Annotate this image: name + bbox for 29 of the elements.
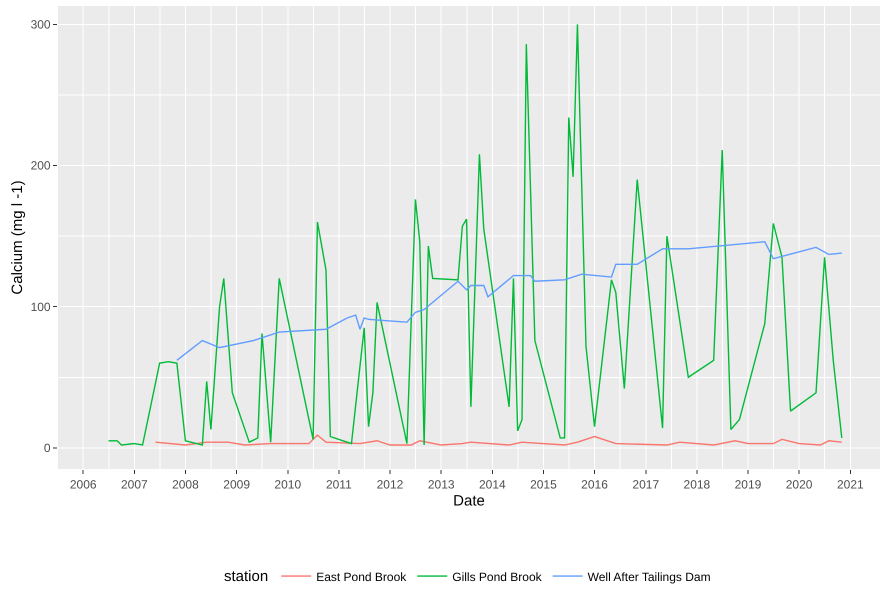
x-tick-label: 2007 — [120, 477, 148, 492]
x-tick-label: 2012 — [376, 477, 404, 492]
y-tick-label: 100 — [30, 300, 51, 314]
x-tick-label: 2020 — [786, 477, 813, 492]
x-tick-label: 2019 — [734, 477, 762, 492]
line-series — [176, 241, 842, 362]
x-tick-label: 2016 — [581, 477, 608, 492]
y-axis-title: Calcium (mg l -1) — [8, 180, 26, 295]
x-tick-label: 2006 — [70, 477, 97, 492]
x-tick-label: 2021 — [836, 477, 864, 492]
x-tick-label: 2015 — [530, 477, 558, 492]
legend-label: East Pond Brook — [316, 570, 408, 584]
line-series — [108, 24, 842, 446]
y-tick-label: 0 — [44, 441, 51, 456]
x-tick-label: 2008 — [172, 477, 200, 492]
y-tick-label: 300 — [30, 18, 51, 32]
x-tick-label: 2010 — [274, 477, 302, 492]
legend-label: Well After Tailings Dam — [588, 570, 711, 584]
legend-title: station — [224, 568, 268, 586]
x-tick-label: 2014 — [478, 477, 506, 492]
line-series — [154, 434, 842, 446]
x-tick-label: 2011 — [326, 477, 352, 492]
x-axis-title: Date — [453, 492, 485, 510]
x-tick-label: 2013 — [428, 477, 455, 492]
x-tick-label: 2017 — [632, 477, 660, 492]
legend-label: Gills Pond Brook — [452, 570, 543, 584]
y-tick-label: 200 — [30, 158, 51, 173]
x-tick-label: 2018 — [684, 477, 711, 492]
x-tick-label: 2009 — [223, 477, 250, 492]
